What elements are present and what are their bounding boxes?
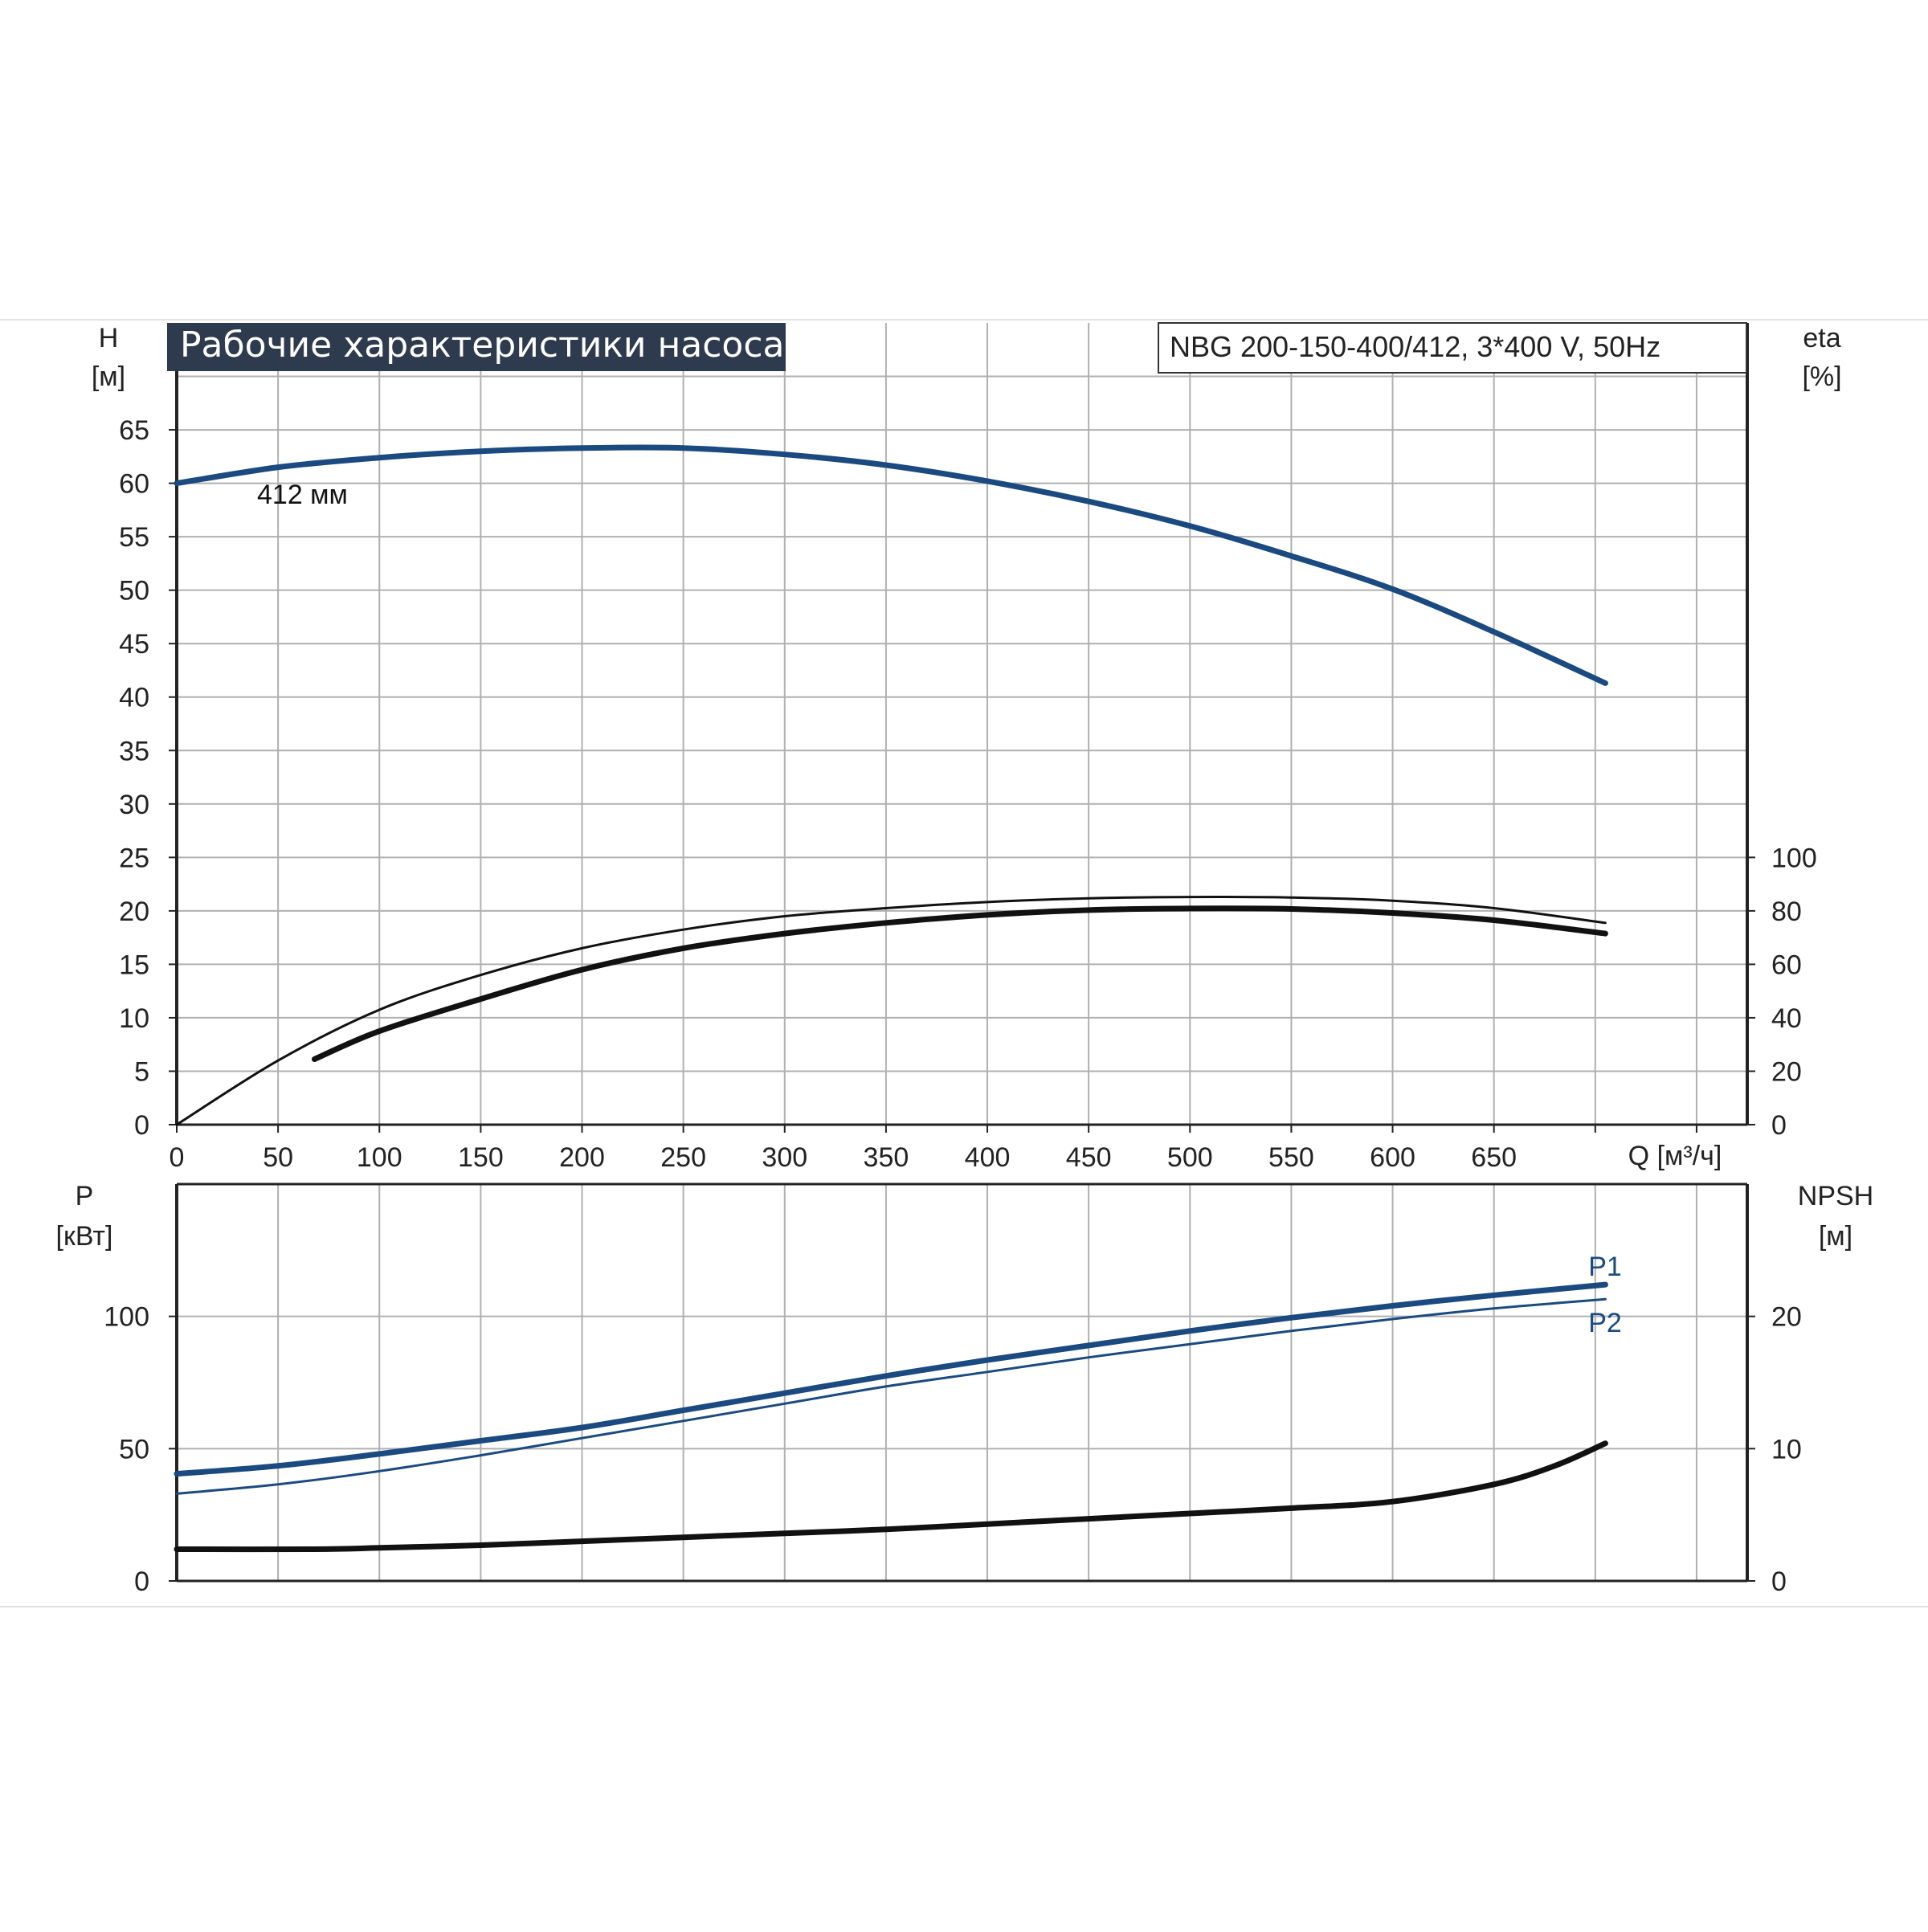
- model-box: NBG 200-150-400/412, 3*400 V, 50Hz: [1158, 322, 1747, 374]
- h-tick-label: 0: [134, 1110, 149, 1141]
- p-tick-label: 50: [119, 1434, 149, 1464]
- eta-tick-label: 40: [1771, 1003, 1802, 1034]
- p-axis-unit: [кВт]: [56, 1221, 113, 1252]
- model-box-frame: [1158, 322, 1747, 374]
- p-axis-label: P: [76, 1181, 94, 1211]
- chart-title-box: Рабочие характеристики насоса: [167, 323, 786, 371]
- chart-title: Рабочие характеристики насоса: [180, 325, 784, 366]
- h-tick-label: 55: [119, 522, 149, 553]
- upper-plot-frame: [175, 323, 1749, 1126]
- npsh-axis-label: NPSH: [1798, 1181, 1873, 1211]
- h-curve: [174, 444, 1608, 686]
- curves: [174, 444, 1608, 1553]
- lower-plot-frame: [175, 1182, 1749, 1583]
- h-tick-label: 25: [119, 843, 149, 873]
- h-tick-label: 15: [119, 950, 149, 980]
- x-tick-label: 550: [1268, 1142, 1314, 1173]
- p1-curve: [174, 1281, 1608, 1477]
- h-tick-label: 10: [119, 1003, 149, 1034]
- p2-series-label: P2: [1588, 1308, 1622, 1338]
- x-tick-label: 600: [1370, 1142, 1415, 1173]
- npsh-axis-unit: [м]: [1819, 1221, 1852, 1252]
- x-tick-label: 400: [965, 1142, 1011, 1173]
- npsh-tick-label: 20: [1771, 1302, 1802, 1333]
- eta-tick-label: 100: [1771, 843, 1817, 873]
- eta-tick-label: 0: [1771, 1110, 1787, 1141]
- x-tick-label: 300: [762, 1142, 807, 1173]
- x-tick-label: 250: [660, 1142, 706, 1173]
- x-tick-label: 50: [263, 1142, 293, 1173]
- tick-labels: 0 50 100 150 200 250 300 350 400 450 500 550 600 6500…: [104, 415, 1816, 1597]
- x-tick-label: 450: [1066, 1142, 1112, 1173]
- eta-axis-unit: [%]: [1802, 361, 1841, 392]
- chart-title-bg: [167, 323, 786, 371]
- eta-tick-label: 20: [1771, 1056, 1802, 1087]
- x-tick-label: 650: [1471, 1142, 1517, 1173]
- p1-series-label: P1: [1588, 1252, 1622, 1282]
- axis-titles: H [м] eta [%] Q [м³/ч] P [кВт] NPSH [м]: [56, 323, 1874, 1252]
- h-tick-label: 65: [119, 415, 149, 446]
- lower-grid: [177, 1184, 1747, 1581]
- h-axis-unit: [м]: [92, 361, 125, 392]
- p-tick-label: 0: [134, 1566, 149, 1597]
- x-tick-label: 200: [559, 1142, 605, 1173]
- h-tick-label: 60: [119, 469, 149, 500]
- x-tick-label: 100: [357, 1142, 402, 1173]
- p-tick-label: 100: [104, 1302, 149, 1333]
- eta-tick-label: 80: [1771, 897, 1802, 927]
- x-tick-label: 350: [864, 1142, 909, 1173]
- eta-tick-label: 60: [1771, 950, 1802, 980]
- x-tick-label: 0: [170, 1142, 185, 1173]
- h-tick-label: 20: [119, 897, 149, 927]
- p2-curve: [175, 1297, 1607, 1495]
- npsh-curve: [174, 1440, 1608, 1553]
- eta-curve: [175, 896, 1607, 1126]
- impeller-diameter-label: 412 мм: [257, 480, 348, 510]
- h-tick-label: 30: [119, 790, 149, 820]
- h-tick-label: 40: [119, 683, 149, 713]
- npsh-tick-label: 0: [1771, 1566, 1787, 1597]
- h-tick-label: 35: [119, 736, 149, 766]
- eta-axis-label: eta: [1803, 323, 1840, 353]
- h-tick-label: 5: [134, 1056, 149, 1087]
- model-label: NBG 200-150-400/412, 3*400 V, 50Hz: [1170, 330, 1660, 363]
- q-axis-label: Q [м³/ч]: [1628, 1141, 1722, 1171]
- x-tick-label: 500: [1167, 1142, 1213, 1173]
- h-axis-label: H: [99, 323, 119, 353]
- h-tick-label: 50: [119, 576, 149, 607]
- upper-grid: [177, 323, 1747, 1125]
- h-tick-label: 45: [119, 629, 149, 660]
- npsh-tick-label: 10: [1771, 1434, 1802, 1464]
- x-tick-label: 150: [458, 1142, 504, 1173]
- eta-2-curve: [312, 905, 1608, 1062]
